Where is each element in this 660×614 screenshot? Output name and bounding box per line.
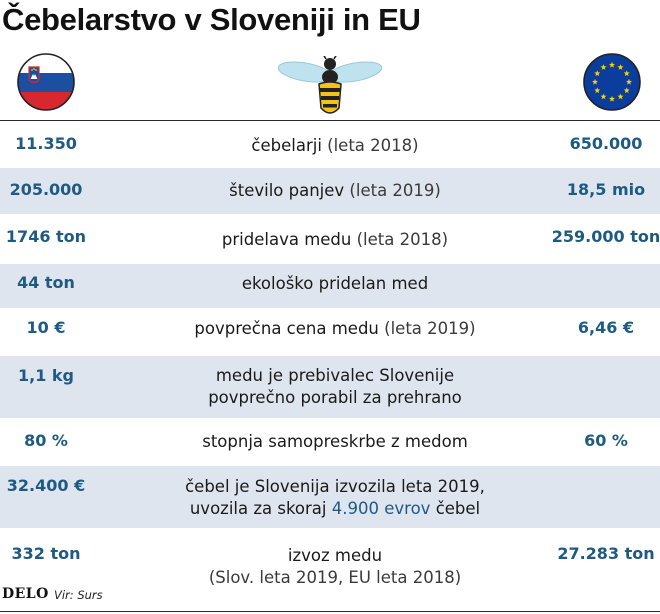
eu-star-icon <box>600 64 607 70</box>
row-label-note: (leta 2019) <box>349 181 441 200</box>
eu-star-icon <box>594 70 601 77</box>
eu-star-icon <box>608 61 616 68</box>
row-label-line2-post: čebel <box>435 499 481 518</box>
eu-value: 60 % <box>584 431 628 450</box>
row-label-text: število panjev <box>229 181 345 200</box>
table-row: 32.400 € čebel je Slovenija izvozila let… <box>0 466 660 528</box>
row-label-line1: medu je prebivalec Slovenije <box>215 366 455 385</box>
slovenia-value: 80 % <box>24 431 68 450</box>
brand-logo: DELO <box>2 586 49 602</box>
row-label: stopnja samopreskrbe z medom <box>202 432 468 451</box>
eu-value: 27.283 ton <box>557 544 655 563</box>
row-label-text: čebelarji <box>251 136 322 155</box>
table-row: 1,1 kg medu je prebivalec Slovenije povp… <box>0 356 660 418</box>
row-label-note: (leta 2018) <box>327 136 419 155</box>
slovenia-value: 1746 ton <box>5 227 87 246</box>
row-label-highlight: 4.900 evrov <box>331 499 431 518</box>
slovenia-value: 205.000 <box>9 180 83 199</box>
table-row: 1746 ton pridelava medu (leta 2018) 259.… <box>0 214 660 264</box>
table-row: 11.350 čebelarji (leta 2018) 650.000 <box>0 121 660 168</box>
row-label-line2: povprečno porabil za prehrano <box>208 388 462 407</box>
top-rule <box>0 120 660 121</box>
eu-value: 259.000 ton <box>551 227 660 246</box>
row-label-line1: izvoz medu <box>287 546 383 565</box>
bee-icon <box>277 56 383 114</box>
slovenia-value: 1,1 kg <box>17 366 74 385</box>
row-label: medu je prebivalec Slovenije povprečno p… <box>150 365 520 409</box>
bottom-rule <box>0 611 660 612</box>
row-label-note: (leta 2018) <box>356 230 449 249</box>
row-label: pridelava medu (leta 2018) <box>150 229 520 251</box>
eu-star-icon <box>591 78 599 85</box>
row-label-line1: čebel je Slovenija izvozila leta 2019, <box>185 477 485 496</box>
page-title: Čebelarstvo v Sloveniji in EU <box>2 2 421 37</box>
slovenia-value: 10 € <box>26 318 66 337</box>
slovenia-flag-icon <box>17 53 75 111</box>
eu-flag-icon <box>583 53 641 111</box>
row-label: izvoz medu (Slov. leta 2019, EU leta 201… <box>150 545 520 589</box>
eu-star-icon <box>600 93 607 100</box>
eu-value: 650.000 <box>569 134 643 153</box>
slovenia-value: 11.350 <box>15 134 77 153</box>
row-label-note: (leta 2019) <box>384 319 476 338</box>
row-label-line2-pre: uvozila za skoraj <box>189 499 327 518</box>
slovenia-value: 332 ton <box>11 544 81 563</box>
eu-star-icon <box>623 70 630 77</box>
eu-star-icon <box>617 93 624 100</box>
eu-star-icon <box>625 78 633 85</box>
row-label-line2: (Slov. leta 2019, EU leta 2018) <box>208 568 462 587</box>
eu-star-icon <box>594 87 601 94</box>
source-note: Vir: Surs <box>54 588 103 602</box>
row-label: število panjev (leta 2019) <box>150 180 520 202</box>
slovenia-value: 44 ton <box>17 273 75 292</box>
row-label-text: povprečna cena medu <box>194 319 379 338</box>
eu-value: 18,5 mio <box>566 180 646 199</box>
table-row: 10 € povprečna cena medu (leta 2019) 6,4… <box>0 308 660 356</box>
eu-value: 6,46 € <box>577 318 635 337</box>
table-row: 332 ton izvoz medu (Slov. leta 2019, EU … <box>0 528 660 588</box>
row-label: povprečna cena medu (leta 2019) <box>150 318 520 340</box>
eu-star-icon <box>623 87 630 94</box>
row-label-line2: uvozila za skoraj 4.900 evrov čebel <box>150 498 520 520</box>
eu-star-icon <box>608 95 616 102</box>
table-row: 44 ton ekološko pridelan med <box>0 264 660 308</box>
row-label: čebel je Slovenija izvozila leta 2019, u… <box>150 476 520 520</box>
table-row: 80 % stopnja samopreskrbe z medom 60 % <box>0 418 660 466</box>
table-row: 205.000 število panjev (leta 2019) 18,5 … <box>0 168 660 214</box>
row-label: čebelarji (leta 2018) <box>150 135 520 157</box>
row-label-text: pridelava medu <box>221 230 352 249</box>
slovenia-value: 32.400 € <box>6 476 86 495</box>
row-label: ekološko pridelan med <box>241 274 429 293</box>
eu-star-icon <box>617 64 624 70</box>
